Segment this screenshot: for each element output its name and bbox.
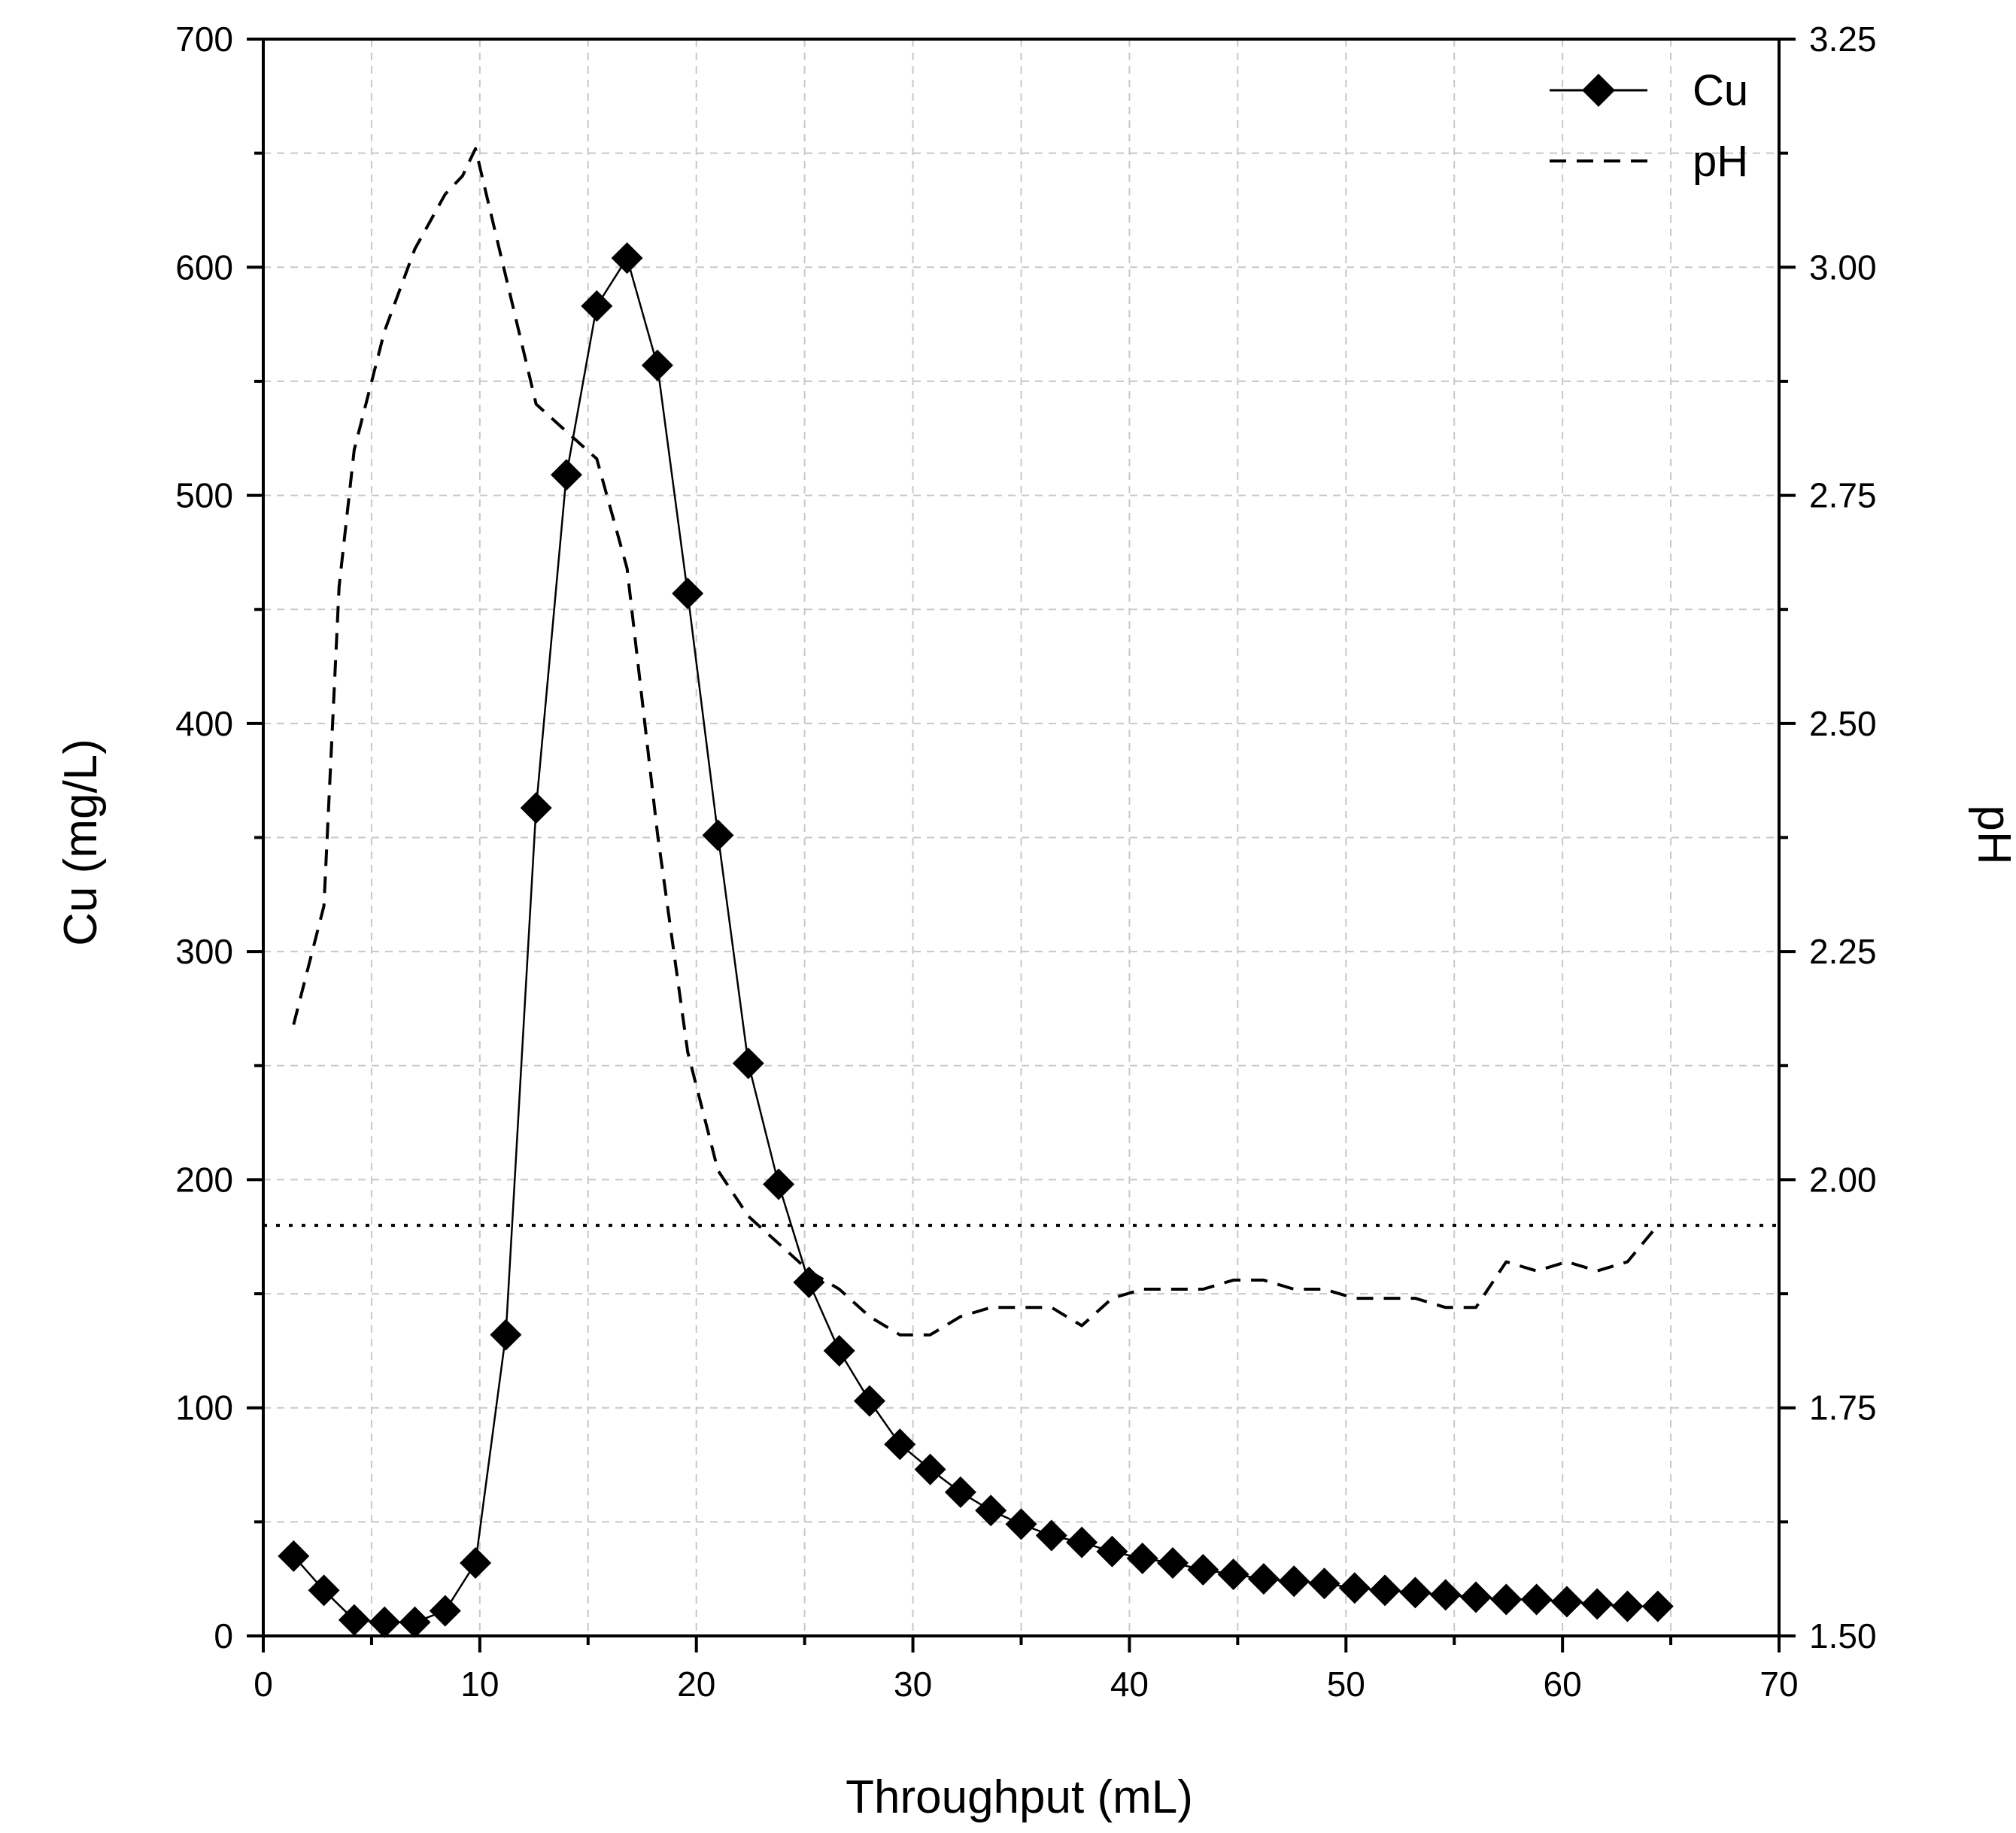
data-point-cu [1278, 1565, 1310, 1598]
data-point-cu [1460, 1581, 1492, 1613]
y2-tick-label: 2.75 [1809, 476, 1877, 515]
data-point-cu [520, 792, 552, 824]
data-point-cu [1096, 1535, 1128, 1567]
y-tick-label: 100 [175, 1388, 233, 1428]
y-tick-label: 700 [175, 20, 233, 59]
data-point-cu [338, 1604, 370, 1636]
data-point-cu [1157, 1546, 1189, 1579]
data-point-cu [1126, 1542, 1158, 1574]
y-axis-title: Cu (mg/L) [55, 739, 107, 946]
data-point-cu [581, 290, 613, 322]
data-point-cu [551, 459, 582, 491]
data-point-cu [1641, 1590, 1674, 1622]
y2-tick-label: 1.50 [1809, 1616, 1877, 1655]
legend-cu-marker [1582, 74, 1615, 107]
data-point-cu [884, 1428, 916, 1461]
grid-layer [263, 39, 1779, 1636]
data-point-cu [823, 1334, 855, 1367]
data-point-cu [854, 1385, 885, 1417]
data-point-cu [460, 1546, 492, 1579]
legend-cu-label: Cu [1693, 66, 1748, 115]
data-point-cu [702, 819, 734, 851]
y-tick-label: 600 [175, 247, 233, 287]
y2-tick-label: 2.50 [1809, 704, 1877, 743]
axes-layer [247, 38, 1796, 1652]
data-point-cu [1490, 1583, 1523, 1616]
y-tick-label: 0 [214, 1616, 233, 1655]
x-tick-label: 40 [1110, 1665, 1149, 1704]
data-point-cu [672, 577, 704, 609]
data-point-cu [641, 349, 673, 381]
data-point-cu [308, 1574, 340, 1607]
series-line-ph [292, 147, 1659, 1337]
x-tick-label: 10 [460, 1665, 499, 1704]
data-point-cu [369, 1606, 401, 1638]
y-tick-label: 500 [175, 476, 233, 515]
data-point-cu [1247, 1563, 1280, 1595]
data-point-cu [944, 1476, 976, 1508]
data-point-cu [1429, 1579, 1462, 1611]
data-point-cu [1005, 1508, 1037, 1540]
data-point-cu [1399, 1577, 1432, 1609]
x-tick-label: 50 [1327, 1665, 1365, 1704]
y2-tick-label: 2.00 [1809, 1160, 1877, 1199]
y2-axis-title: pH [1968, 805, 2016, 864]
data-point-cu [763, 1168, 795, 1200]
data-point-cu [399, 1606, 431, 1638]
legend-ph-label: pH [1693, 137, 1748, 186]
data-point-cu [975, 1495, 1007, 1527]
data-point-cu [1520, 1583, 1553, 1616]
y2-tick-label: 2.25 [1809, 932, 1877, 971]
legend: Cu pH [1550, 66, 1748, 186]
data-point-cu [1550, 1586, 1583, 1618]
data-point-cu [1581, 1588, 1614, 1620]
tick-labels-layer: 0 10 20 30 40 50 60 7001002003004005006007001.5… [175, 20, 1876, 1704]
data-point-cu [278, 1540, 310, 1572]
series-layer [278, 147, 1674, 1638]
x-tick-label: 20 [677, 1665, 715, 1704]
y-tick-label: 200 [175, 1160, 233, 1199]
x-tick-label: 0 [254, 1665, 273, 1704]
x-axis-title: Throughput (mL) [846, 1771, 1193, 1823]
data-point-cu [732, 1047, 764, 1079]
x-tick-label: 70 [1759, 1665, 1798, 1704]
data-point-cu [429, 1595, 461, 1627]
data-point-cu [1187, 1554, 1219, 1586]
series-line-cu [293, 256, 1658, 1624]
data-point-cu [914, 1453, 946, 1486]
data-point-cu [1369, 1574, 1401, 1607]
y2-tick-label: 3.00 [1809, 247, 1877, 287]
y2-tick-label: 1.75 [1809, 1388, 1877, 1428]
data-point-cu [1035, 1519, 1067, 1552]
y-tick-label: 400 [175, 704, 233, 743]
x-tick-label: 60 [1544, 1665, 1582, 1704]
data-point-cu [490, 1319, 522, 1351]
x-tick-label: 30 [894, 1665, 932, 1704]
data-point-cu [1066, 1526, 1098, 1558]
y2-tick-label: 3.25 [1809, 20, 1877, 59]
data-point-cu [1308, 1567, 1340, 1600]
data-point-cu [1338, 1572, 1371, 1604]
data-point-cu [611, 242, 643, 275]
data-point-cu [1217, 1558, 1249, 1591]
data-point-cu [1611, 1590, 1644, 1622]
y-tick-label: 300 [175, 932, 233, 971]
